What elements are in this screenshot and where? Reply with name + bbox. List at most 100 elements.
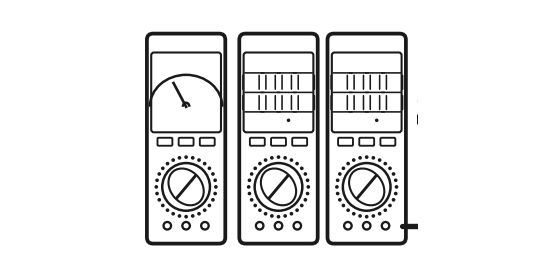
FancyBboxPatch shape (364, 72, 385, 74)
Circle shape (156, 192, 158, 195)
FancyBboxPatch shape (276, 111, 297, 113)
FancyBboxPatch shape (363, 95, 364, 110)
Circle shape (344, 222, 351, 230)
Circle shape (393, 199, 395, 201)
Circle shape (342, 167, 345, 169)
FancyBboxPatch shape (364, 92, 385, 93)
Circle shape (198, 213, 200, 215)
Circle shape (185, 156, 187, 158)
Circle shape (164, 222, 171, 230)
FancyBboxPatch shape (353, 95, 355, 110)
Circle shape (198, 159, 200, 161)
Circle shape (379, 159, 381, 161)
Circle shape (301, 167, 303, 169)
Circle shape (256, 222, 263, 230)
Circle shape (372, 215, 374, 217)
Circle shape (201, 222, 209, 230)
FancyBboxPatch shape (402, 95, 403, 110)
Circle shape (167, 162, 169, 165)
Circle shape (290, 213, 292, 215)
FancyBboxPatch shape (332, 92, 353, 93)
FancyBboxPatch shape (297, 74, 299, 90)
FancyBboxPatch shape (244, 111, 265, 113)
FancyBboxPatch shape (281, 95, 283, 110)
FancyBboxPatch shape (369, 95, 371, 110)
FancyBboxPatch shape (281, 74, 283, 90)
Circle shape (167, 209, 169, 211)
Circle shape (255, 163, 302, 211)
Circle shape (214, 192, 216, 195)
FancyBboxPatch shape (297, 95, 299, 110)
FancyBboxPatch shape (243, 53, 314, 132)
Circle shape (162, 204, 164, 207)
Circle shape (389, 204, 391, 207)
Circle shape (172, 159, 174, 161)
Circle shape (301, 204, 303, 207)
FancyBboxPatch shape (292, 111, 313, 113)
Circle shape (248, 179, 251, 181)
FancyBboxPatch shape (346, 95, 348, 110)
Circle shape (284, 215, 286, 217)
Circle shape (259, 209, 261, 211)
Circle shape (347, 162, 349, 165)
FancyBboxPatch shape (158, 138, 172, 146)
FancyBboxPatch shape (275, 74, 276, 90)
Circle shape (277, 156, 280, 158)
Circle shape (296, 209, 298, 211)
FancyBboxPatch shape (338, 138, 353, 146)
FancyBboxPatch shape (200, 138, 214, 146)
FancyBboxPatch shape (276, 72, 297, 74)
FancyBboxPatch shape (369, 74, 371, 90)
FancyBboxPatch shape (348, 111, 369, 113)
Ellipse shape (261, 169, 296, 205)
Circle shape (162, 163, 210, 211)
Circle shape (182, 222, 190, 230)
FancyBboxPatch shape (330, 74, 332, 90)
FancyBboxPatch shape (314, 74, 315, 90)
Circle shape (336, 192, 339, 195)
Circle shape (254, 204, 256, 207)
Circle shape (284, 157, 286, 159)
FancyBboxPatch shape (328, 34, 406, 244)
FancyBboxPatch shape (275, 95, 276, 110)
Circle shape (343, 163, 390, 211)
FancyBboxPatch shape (260, 72, 281, 74)
FancyBboxPatch shape (271, 138, 286, 146)
FancyBboxPatch shape (291, 74, 292, 90)
Circle shape (353, 159, 355, 161)
Circle shape (306, 192, 309, 195)
Circle shape (384, 162, 387, 165)
Circle shape (307, 186, 310, 188)
FancyBboxPatch shape (276, 92, 297, 93)
Circle shape (178, 215, 180, 217)
FancyBboxPatch shape (402, 74, 403, 90)
Circle shape (172, 213, 174, 215)
FancyBboxPatch shape (379, 74, 380, 90)
FancyBboxPatch shape (385, 95, 387, 110)
Circle shape (375, 119, 378, 122)
FancyBboxPatch shape (332, 72, 353, 74)
FancyBboxPatch shape (348, 92, 369, 93)
Circle shape (275, 222, 282, 230)
Circle shape (212, 173, 214, 175)
FancyBboxPatch shape (381, 92, 402, 93)
Circle shape (158, 173, 160, 175)
FancyBboxPatch shape (346, 74, 348, 90)
Circle shape (158, 199, 160, 201)
FancyBboxPatch shape (380, 138, 395, 146)
FancyBboxPatch shape (353, 74, 355, 90)
FancyBboxPatch shape (364, 111, 385, 113)
Circle shape (290, 159, 292, 161)
FancyBboxPatch shape (291, 95, 292, 110)
FancyBboxPatch shape (265, 95, 267, 110)
Circle shape (372, 157, 374, 159)
FancyBboxPatch shape (250, 138, 265, 146)
Circle shape (339, 173, 341, 175)
Circle shape (353, 213, 355, 215)
Circle shape (265, 159, 267, 161)
Circle shape (395, 186, 398, 188)
FancyBboxPatch shape (265, 74, 267, 90)
FancyBboxPatch shape (363, 74, 364, 90)
FancyBboxPatch shape (332, 111, 353, 113)
FancyBboxPatch shape (359, 138, 374, 146)
